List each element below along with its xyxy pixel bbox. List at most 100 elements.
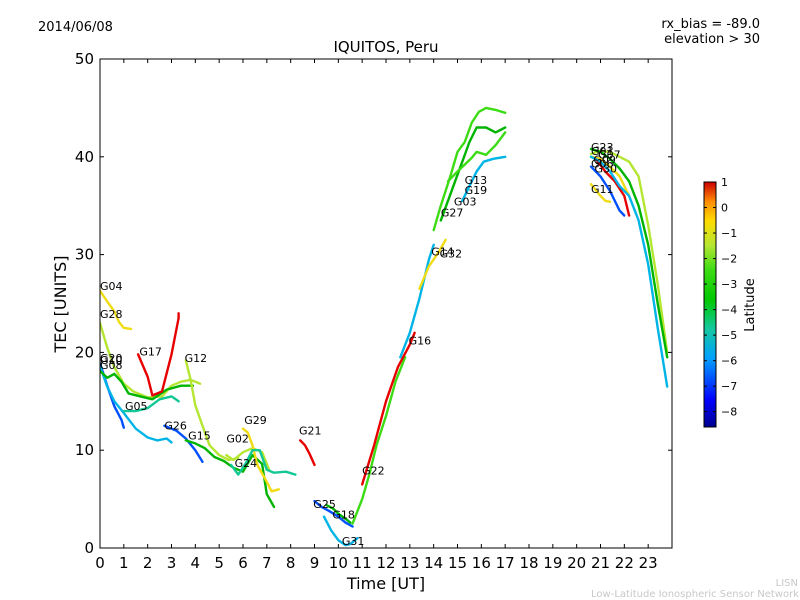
series-G07 bbox=[589, 155, 631, 198]
label-G30: G30 bbox=[595, 162, 618, 175]
colorbar-tick-label: −7 bbox=[721, 380, 737, 393]
x-tick-label: 18 bbox=[519, 554, 538, 572]
rx-bias-label: rx_bias = -89.0 bbox=[661, 17, 760, 32]
label-G08: G08 bbox=[100, 359, 123, 372]
y-tick-label: 30 bbox=[75, 246, 94, 264]
series-G09 bbox=[594, 157, 631, 217]
series-G26 bbox=[163, 424, 204, 464]
x-tick-label: 3 bbox=[167, 554, 177, 572]
label-G23: G23 bbox=[591, 141, 614, 154]
label-G21: G21 bbox=[299, 425, 322, 438]
x-tick-label: 13 bbox=[400, 554, 419, 572]
x-tick-label: 1 bbox=[119, 554, 129, 572]
x-tick-label: 19 bbox=[543, 554, 562, 572]
label-G16: G16 bbox=[409, 335, 432, 348]
y-tick-label: 0 bbox=[84, 539, 94, 557]
x-tick-label: 14 bbox=[424, 554, 443, 572]
label-G19: G19 bbox=[465, 184, 488, 197]
series-G16 bbox=[361, 331, 416, 486]
x-tick-label: 15 bbox=[448, 554, 467, 572]
label-G03: G03 bbox=[454, 196, 477, 209]
y-axis-label: TEC [UNITS] bbox=[51, 256, 70, 354]
series-G01 bbox=[589, 149, 669, 354]
label-G11: G11 bbox=[591, 183, 614, 196]
x-tick-label: 12 bbox=[376, 554, 395, 572]
series-G05 bbox=[122, 395, 180, 413]
x-tick-label: 7 bbox=[262, 554, 272, 572]
elevation-label: elevation > 30 bbox=[664, 32, 760, 47]
label-G13: G13 bbox=[465, 174, 488, 187]
label-G07: G07 bbox=[598, 149, 621, 162]
label-G31: G31 bbox=[342, 535, 365, 548]
series-G19 bbox=[461, 155, 507, 202]
series-G13 bbox=[446, 131, 507, 183]
colorbar bbox=[703, 181, 717, 428]
footer-org-short: LISN bbox=[776, 578, 798, 589]
y-tick-label: 10 bbox=[75, 441, 94, 459]
series-G08 bbox=[100, 369, 195, 401]
series-G22 bbox=[351, 356, 407, 525]
series-G29 bbox=[241, 427, 280, 493]
colorbar-tick-label: −6 bbox=[721, 355, 737, 368]
label-G28: G28 bbox=[100, 308, 123, 321]
label-G27: G27 bbox=[441, 206, 464, 219]
label-G09: G09 bbox=[593, 154, 616, 167]
label-G32: G32 bbox=[440, 247, 463, 260]
x-tick-label: 6 bbox=[238, 554, 248, 572]
label-G12: G12 bbox=[185, 352, 208, 365]
label-G22: G22 bbox=[362, 465, 385, 478]
x-tick-label: 10 bbox=[329, 554, 348, 572]
label-G05: G05 bbox=[125, 400, 148, 413]
colorbar-tick-label: −1 bbox=[721, 227, 737, 240]
series-G25 bbox=[313, 499, 354, 528]
x-tick-label: 2 bbox=[143, 554, 153, 572]
date-label: 2014/06/08 bbox=[38, 20, 113, 35]
x-tick-label: 16 bbox=[472, 554, 491, 572]
y-tick-label: 50 bbox=[75, 50, 94, 68]
x-tick-label: 0 bbox=[95, 554, 105, 572]
series-G23 bbox=[589, 147, 669, 359]
series-G02 bbox=[225, 447, 271, 471]
colorbar-tick-label: −3 bbox=[721, 278, 737, 291]
colorbar-tick-label: −5 bbox=[721, 329, 737, 342]
y-axis: 0 10 20 30 40 50 bbox=[75, 50, 672, 557]
y-tick-label: 20 bbox=[75, 343, 94, 361]
colorbar-tick-label: 1 bbox=[721, 176, 728, 189]
series-G04 bbox=[100, 289, 133, 331]
series-G30 bbox=[589, 165, 626, 217]
colorbar-tick-label: −2 bbox=[721, 253, 737, 266]
colorbar-ticks: 1 0 −1 −2 −3 −4 −5 −6 −7 −8 bbox=[704, 176, 737, 419]
colorbar-tick-label: 0 bbox=[721, 202, 728, 215]
label-G04: G04 bbox=[100, 280, 123, 293]
chart-title: IQUITOS, Peru bbox=[333, 38, 438, 56]
series-G31 bbox=[322, 515, 359, 547]
series-G12 bbox=[184, 359, 240, 462]
series-G21 bbox=[299, 439, 316, 467]
x-tick-label: 17 bbox=[496, 554, 515, 572]
x-tick-label: 20 bbox=[567, 554, 586, 572]
x-axis-label: Time [UT] bbox=[346, 574, 425, 593]
y-tick-label: 40 bbox=[75, 148, 94, 166]
series-G11 bbox=[589, 183, 612, 203]
series-G03 bbox=[439, 126, 507, 222]
x-tick-label: 11 bbox=[353, 554, 372, 572]
x-tick-label: 4 bbox=[191, 554, 201, 572]
x-tick-label: 23 bbox=[639, 554, 658, 572]
label-G25: G25 bbox=[313, 498, 336, 511]
label-G02: G02 bbox=[226, 432, 249, 445]
series-G27 bbox=[432, 106, 507, 232]
x-tick-label: 5 bbox=[214, 554, 224, 572]
series-G17 bbox=[136, 312, 180, 397]
colorbar-label: Latitude bbox=[743, 278, 758, 332]
label-G24: G24 bbox=[235, 457, 258, 470]
label-G15: G15 bbox=[188, 429, 211, 442]
label-G26: G26 bbox=[164, 420, 187, 433]
x-tick-label: 22 bbox=[615, 554, 634, 572]
label-G01: G01 bbox=[591, 145, 614, 158]
footer-org-long: Low-Latitude Ionospheric Sensor Network bbox=[591, 589, 799, 600]
series-G32 bbox=[418, 238, 447, 290]
series-G18 bbox=[325, 503, 352, 524]
x-tick-label: 21 bbox=[591, 554, 610, 572]
